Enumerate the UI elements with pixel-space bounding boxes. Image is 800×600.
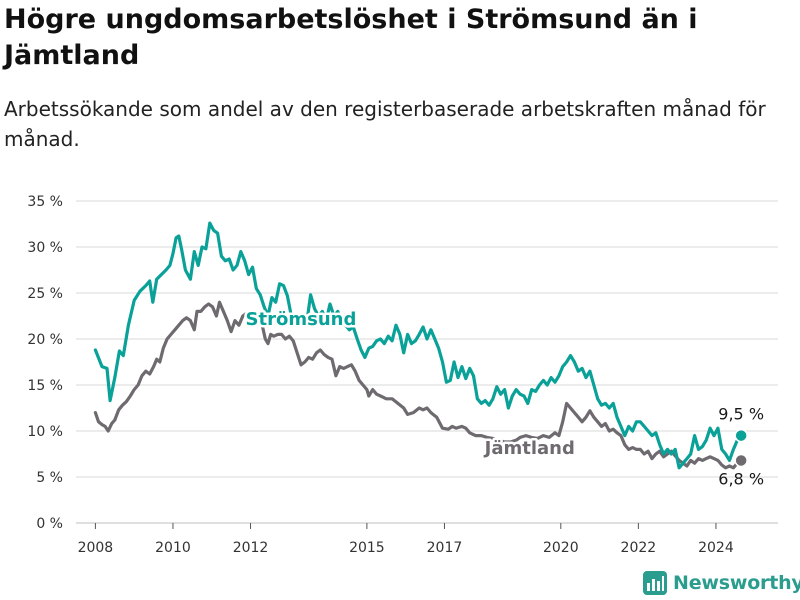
series-name-label-stromsund: Strömsund [246,309,357,330]
y-tick-label: 35 % [27,194,63,210]
y-tick-label: 20 % [27,332,63,348]
bar-chart-icon [643,571,667,595]
x-tick-label: 2022 [621,540,657,556]
series-name-halo-jamtland: Jämtland [483,438,575,459]
y-tick-label: 0 % [36,516,63,532]
x-tick-label: 2020 [543,540,579,556]
end-point-marker-stromsund [734,428,748,443]
x-tick-label: 2024 [698,540,734,556]
y-tick-label: 25 % [27,286,63,302]
series-name-halo-stromsund: Strömsund [246,309,357,330]
x-tick-label: 2012 [233,540,269,556]
brand-logo[interactable]: Newsworthy [643,568,800,598]
x-tick-label: 2008 [78,540,114,556]
end-value-label-stromsund: 9,5 % [718,405,764,424]
series-line-stromsund [93,221,743,470]
end-value-label-jamtland: 6,8 % [718,469,764,488]
series-line-jamtland [93,300,743,470]
chart-subtitle: Arbetssökande som andel av den registerb… [4,97,766,151]
end-point-marker-jamtland [734,453,748,468]
x-tick-label: 2017 [427,540,463,556]
brand-name: Newsworthy [673,572,800,594]
y-tick-label: 5 % [36,470,63,486]
chart-title: Högre ungdomsarbetslöshet i Strömsund än… [4,4,698,71]
series-name-label-jamtland: Jämtland [483,438,575,459]
y-tick-label: 30 % [27,240,63,256]
y-tick-label: 15 % [27,378,63,394]
x-tick-label: 2015 [349,540,385,556]
y-tick-label: 10 % [27,424,63,440]
x-tick-label: 2010 [155,540,191,556]
